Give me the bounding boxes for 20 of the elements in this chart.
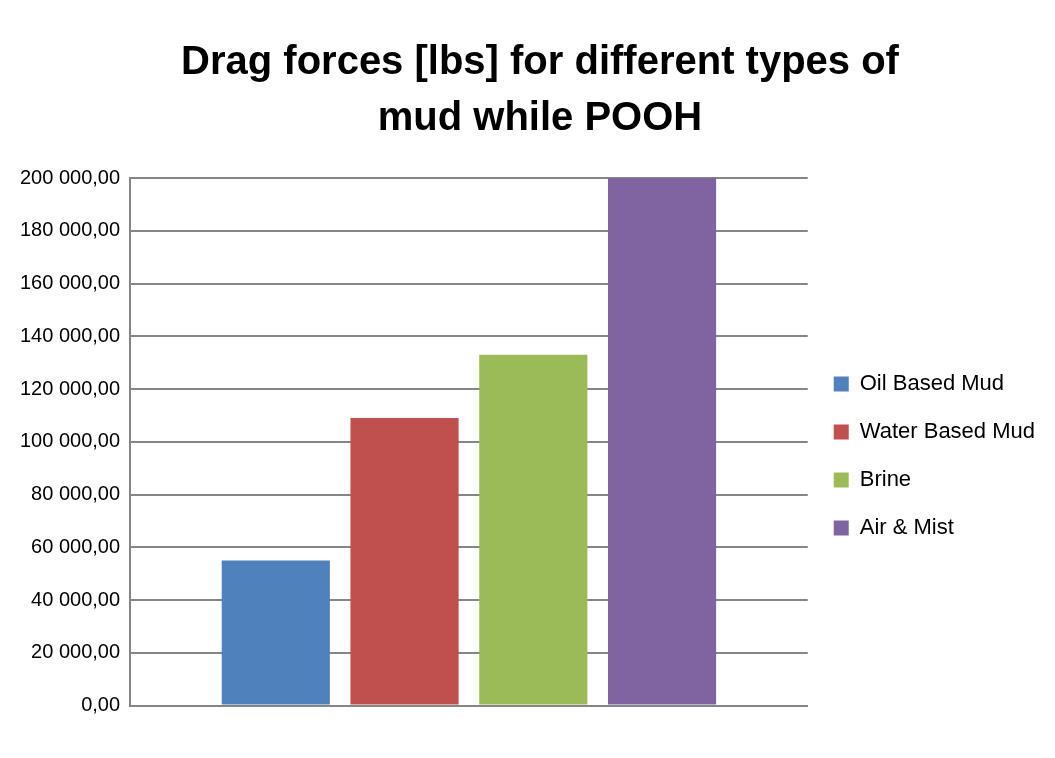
y-tick-label: 20 000,00	[31, 640, 121, 663]
bar	[479, 354, 588, 705]
chart-title: Drag forces [lbs] for different types of mud while POOH	[180, 37, 900, 140]
y-tick-label: 0,00	[81, 693, 121, 716]
y-tick-label: 60 000,00	[31, 534, 121, 557]
y-tick-label: 80 000,00	[31, 482, 121, 505]
y-tick-label: 120 000,00	[19, 376, 121, 399]
y-tick-label: 40 000,00	[31, 587, 121, 610]
legend-label: Brine	[859, 466, 912, 492]
legend-label: Air & Mist	[859, 514, 954, 540]
y-tick-label: 100 000,00	[19, 429, 121, 452]
bar	[221, 560, 330, 705]
y-tick-label: 200 000,00	[19, 165, 121, 188]
legend-label: Water Based Mud	[859, 418, 1036, 444]
y-tick-label: 160 000,00	[19, 271, 121, 294]
bar	[607, 178, 717, 705]
y-tick-label: 180 000,00	[19, 218, 121, 241]
legend-label: Oil Based Mud	[859, 370, 1005, 396]
y-tick-label: 140 000,00	[19, 323, 121, 346]
bar	[350, 418, 459, 705]
